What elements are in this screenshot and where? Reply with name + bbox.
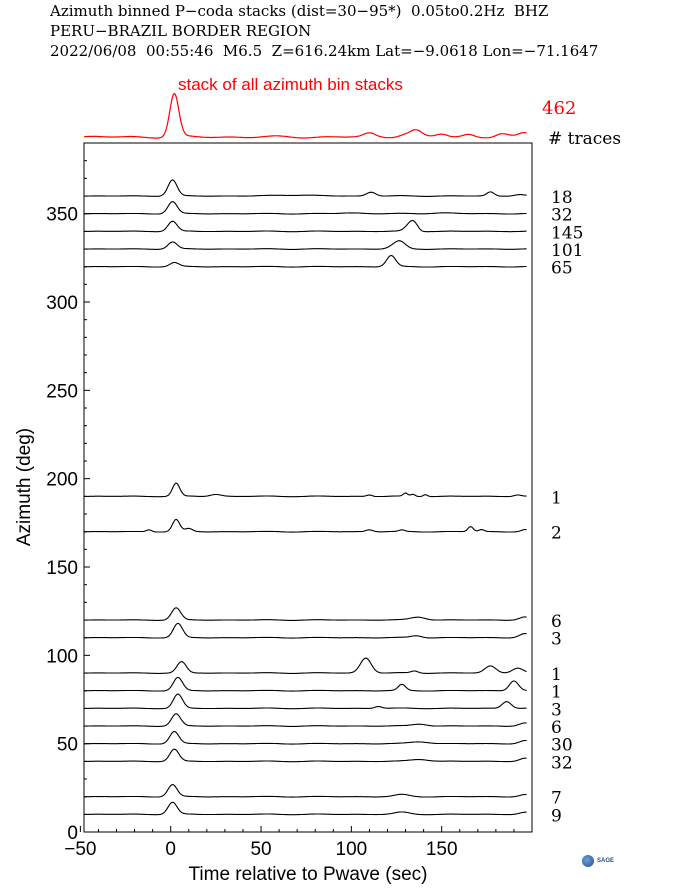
x-tick-label: 0 [165, 839, 176, 860]
y-tick-label: 350 [46, 205, 78, 226]
azimuth-trace [83, 657, 527, 674]
logo-text: SAGE [597, 858, 615, 864]
azimuth-trace [84, 730, 527, 745]
x-axis-label: Time relative to Pwave (sec) [189, 864, 428, 885]
sage-logo: SAGE [582, 855, 614, 867]
trace-count-label: 2 [551, 524, 562, 544]
trace-count-label: 9 [551, 806, 562, 826]
y-tick-label: 0 [67, 823, 78, 844]
traces-column-label: # traces [548, 129, 621, 149]
azimuth-trace [84, 254, 527, 268]
trace-count-label: 1 [551, 665, 562, 685]
azimuth-trace [84, 518, 527, 533]
azimuth-trace [84, 784, 527, 798]
trace-count-label: 30 [551, 736, 573, 756]
x-tick-label: 150 [426, 839, 458, 860]
azimuth-trace [83, 607, 527, 621]
azimuth-trace [83, 240, 527, 250]
trace-group [83, 179, 527, 816]
trace-count-label: 3 [551, 630, 562, 650]
x-tick-label: 50 [250, 839, 271, 860]
azimuth-trace [84, 801, 527, 816]
azimuth-trace [84, 622, 527, 639]
x-tick-label: −50 [64, 839, 96, 860]
x-axis: −50 0 50 100 150 [64, 826, 515, 860]
stack-title: stack of all azimuth bin stacks [178, 75, 403, 94]
trace-count-label: 7 [551, 789, 562, 809]
trace-count-label: 65 [551, 259, 573, 279]
y-tick-label: 300 [46, 293, 78, 314]
y-tick-label: 250 [46, 381, 78, 402]
header-line-3: 2022/06/08 00:55:46 M6.5 Z=616.24km Lat=… [50, 42, 599, 60]
header-line-1: Azimuth binned P−coda stacks (dist=30−95… [50, 2, 549, 20]
azimuth-trace [84, 201, 527, 215]
trace-count-label: 101 [551, 241, 583, 261]
y-tick-label: 100 [46, 646, 78, 667]
stack-trace [84, 92, 527, 139]
trace-count-label: 1 [551, 488, 562, 508]
iris-globe-icon [582, 855, 594, 867]
y-tick-label: 150 [46, 558, 78, 579]
y-tick-label: 50 [57, 735, 78, 756]
trace-count-label: 32 [551, 206, 573, 226]
trace-count-label: 32 [551, 753, 573, 773]
trace-count-label: 145 [551, 223, 583, 243]
azimuth-trace [83, 179, 527, 197]
trace-count-label: 3 [551, 700, 562, 720]
y-axis-label: Azimuth (deg) [14, 428, 35, 546]
x-tick-label: 100 [336, 839, 368, 860]
trace-count-label: 6 [551, 718, 562, 738]
azimuth-trace [83, 713, 527, 727]
azimuth-trace [84, 219, 527, 233]
azimuth-trace [84, 748, 527, 763]
total-traces-count: 462 [542, 98, 576, 119]
y-tick-label: 200 [46, 470, 78, 491]
trace-count-label: 6 [551, 612, 562, 632]
header-line-2: PERU−BRAZIL BORDER REGION [50, 22, 312, 40]
azimuth-trace [84, 693, 527, 710]
y-axis: 0 50 100 150 200 250 300 350 [46, 160, 90, 844]
azimuth-trace [84, 482, 527, 498]
trace-count-label: 1 [551, 683, 562, 703]
azimuth-trace [84, 676, 527, 692]
trace-count-label: 18 [551, 188, 573, 208]
plot-frame [83, 142, 533, 833]
